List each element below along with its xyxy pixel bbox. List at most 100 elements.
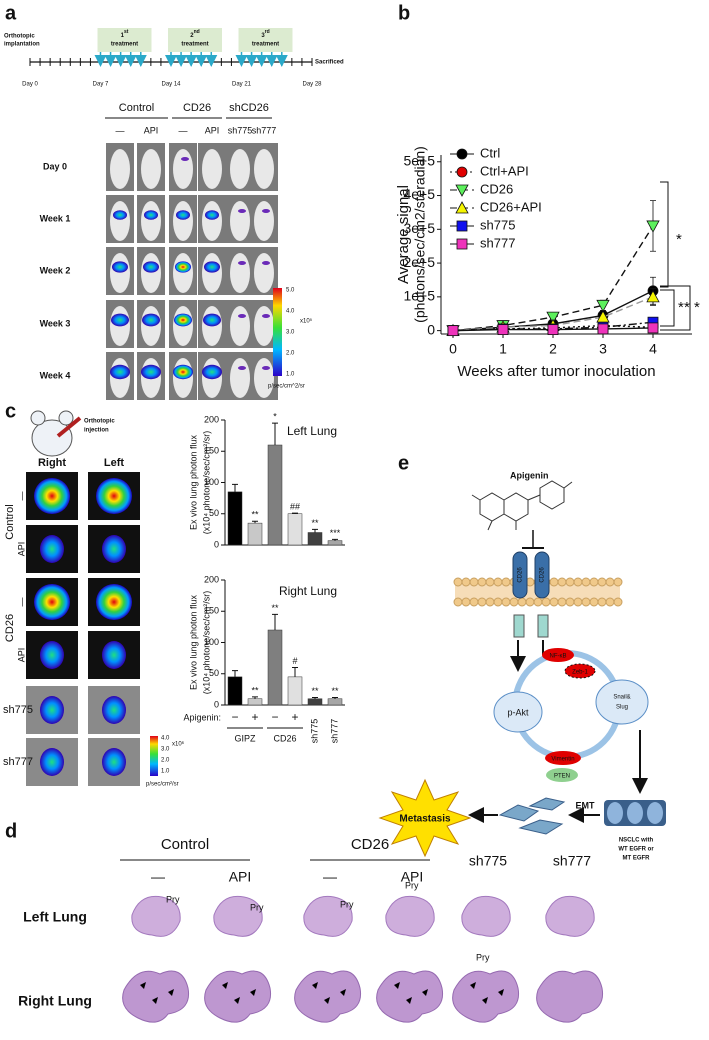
y-tick-label: 5e+5	[403, 152, 435, 168]
error-bar	[252, 696, 258, 699]
marker-label: Vimentin	[551, 757, 574, 763]
lung-signal	[102, 535, 126, 563]
day-label: Day 28	[302, 82, 322, 88]
panel-a: Orthotopic implantation Day 0 Day 7 Day 14 Da…	[4, 28, 344, 400]
column-label: sh775	[469, 853, 507, 869]
colorbar	[150, 736, 158, 776]
y-tick-label: 0	[427, 321, 435, 337]
treatment-box	[168, 28, 222, 52]
pten-label: PTEN	[554, 774, 570, 780]
lipid-head	[485, 597, 495, 607]
error-bar	[332, 697, 338, 699]
point	[546, 311, 560, 324]
signal	[238, 366, 246, 370]
y-tick-label: 0	[214, 699, 219, 709]
y-tick-label: 200	[204, 574, 219, 584]
panel-label: d	[5, 820, 17, 842]
group-label: CD26	[273, 733, 296, 743]
arrowhead	[324, 997, 330, 1004]
signal	[111, 313, 129, 327]
lung-signal	[40, 696, 64, 724]
treatment-label: —	[16, 598, 26, 607]
x-axis-label: Weeks after tumor inoculation	[457, 363, 655, 380]
category-label: +	[291, 710, 298, 724]
lipid-head	[605, 597, 615, 607]
y-tick-label: 100	[204, 637, 219, 647]
colorbar-unit: p/sec/cm^2/sr	[268, 384, 305, 390]
signal	[110, 364, 130, 380]
lung-signal	[96, 584, 132, 620]
receptor-label: CD26	[540, 567, 546, 583]
receptor-tail	[537, 614, 549, 638]
row-label: Right Lung	[18, 993, 92, 1009]
lipid-head	[477, 577, 487, 587]
lipid-head	[493, 577, 503, 587]
mouse-body	[173, 201, 193, 241]
signal	[142, 313, 160, 327]
lung-signal	[96, 478, 132, 514]
point	[497, 324, 509, 336]
tissue	[385, 895, 435, 937]
lung-signal	[102, 748, 126, 776]
signal	[202, 364, 222, 380]
colorbar-tick: 2.0	[161, 758, 170, 764]
significance: **	[271, 603, 279, 613]
y-axis-label: Ex vivo lung photon flux	[188, 594, 198, 690]
timeline-end: Sacrificed	[315, 60, 344, 66]
mouse-body	[141, 149, 161, 189]
group-label: Control	[4, 504, 16, 539]
mouse-body	[254, 149, 274, 189]
row-label: Week 2	[40, 265, 71, 275]
snail-label: Slug	[616, 705, 628, 711]
x-tick-label: 4	[649, 341, 657, 357]
colorbar-tick: 2.0	[286, 351, 295, 357]
arrowhead	[482, 997, 488, 1004]
error-bar	[252, 520, 258, 524]
lipid-head	[461, 577, 471, 587]
group-label: Control	[119, 102, 154, 114]
ordinal: 1	[121, 33, 125, 39]
mesenchymal-cells	[498, 797, 566, 835]
day-label: Day 14	[161, 82, 181, 88]
lung-signal	[40, 641, 64, 669]
colorbar-scale: x10⁵	[300, 318, 313, 325]
significance: ***	[330, 528, 341, 538]
column-label: Right	[38, 457, 66, 469]
significance-bracket	[660, 181, 669, 288]
signal	[173, 364, 193, 380]
colorbar-tick: 1.0	[286, 372, 295, 378]
significance: *	[684, 299, 690, 316]
column-label: —	[323, 869, 337, 885]
akt-label: p-Akt	[507, 707, 529, 717]
point	[455, 184, 469, 197]
legend-label: CD26+API	[480, 199, 542, 214]
tissue	[294, 970, 362, 1023]
receptor	[534, 551, 550, 599]
column-label: API	[229, 869, 252, 885]
chart-title: Left Lung	[287, 424, 337, 438]
column-label: API	[144, 125, 159, 135]
day-label: Day 7	[93, 82, 109, 88]
mouse-ear	[30, 410, 46, 426]
arrowhead	[470, 982, 476, 989]
arrowhead	[422, 989, 428, 996]
y-tick-label: 50	[209, 668, 219, 678]
y-axis-label: (photons/sec/cm2/steradian)	[412, 146, 428, 323]
column-label: sh777	[252, 125, 277, 135]
panel-label: a	[5, 2, 17, 24]
panel-label: e	[398, 452, 409, 474]
x-tick-label: 3	[599, 341, 607, 357]
snail-label: Snail&	[613, 695, 630, 701]
signal	[203, 313, 221, 327]
signal	[112, 261, 128, 273]
lipid-head	[573, 577, 583, 587]
group-label: CD26	[4, 614, 16, 642]
receptor-tail	[513, 614, 525, 638]
lipid-head	[557, 597, 567, 607]
marker-label: NF-κB	[550, 654, 567, 660]
signal	[144, 210, 158, 220]
marker-oval	[542, 648, 574, 662]
group-label: Control	[161, 836, 209, 853]
ordinal-suffix: st	[124, 29, 129, 35]
row-label: Week 3	[40, 318, 71, 328]
